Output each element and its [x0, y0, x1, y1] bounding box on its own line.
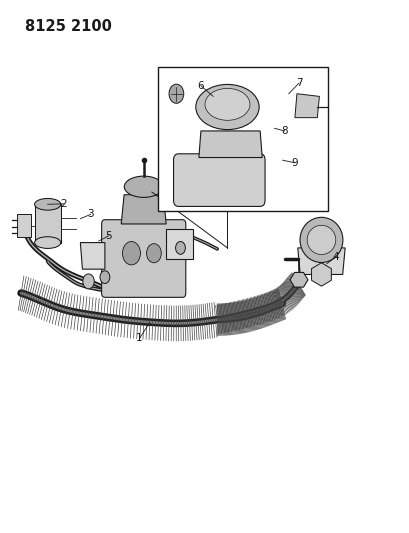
FancyBboxPatch shape	[173, 154, 265, 206]
Ellipse shape	[299, 217, 342, 263]
Ellipse shape	[196, 84, 258, 130]
Ellipse shape	[34, 198, 61, 210]
Polygon shape	[17, 214, 31, 237]
Text: 4: 4	[332, 252, 338, 262]
Polygon shape	[166, 229, 192, 259]
Circle shape	[122, 241, 140, 265]
Text: 8: 8	[281, 126, 287, 136]
Circle shape	[175, 241, 185, 254]
Ellipse shape	[124, 176, 163, 197]
Polygon shape	[80, 243, 105, 269]
Polygon shape	[289, 272, 307, 287]
Text: 8125 2100: 8125 2100	[25, 19, 112, 34]
Ellipse shape	[306, 225, 335, 255]
Polygon shape	[297, 248, 344, 274]
Circle shape	[146, 244, 161, 263]
Bar	[157, 67, 327, 211]
Circle shape	[100, 271, 110, 284]
Ellipse shape	[204, 88, 249, 120]
Circle shape	[169, 84, 183, 103]
Text: 1: 1	[136, 333, 143, 343]
Text: 6: 6	[197, 81, 204, 91]
Text: 5: 5	[106, 231, 112, 241]
Text: 3: 3	[87, 209, 94, 220]
Polygon shape	[198, 131, 262, 158]
Polygon shape	[294, 94, 319, 118]
Text: 7: 7	[295, 78, 301, 88]
Polygon shape	[34, 204, 61, 243]
Text: 2: 2	[61, 199, 67, 209]
Text: 9: 9	[291, 158, 297, 168]
Polygon shape	[121, 195, 166, 224]
FancyBboxPatch shape	[101, 220, 185, 297]
Ellipse shape	[34, 237, 61, 248]
Circle shape	[83, 274, 94, 289]
Polygon shape	[311, 263, 330, 286]
